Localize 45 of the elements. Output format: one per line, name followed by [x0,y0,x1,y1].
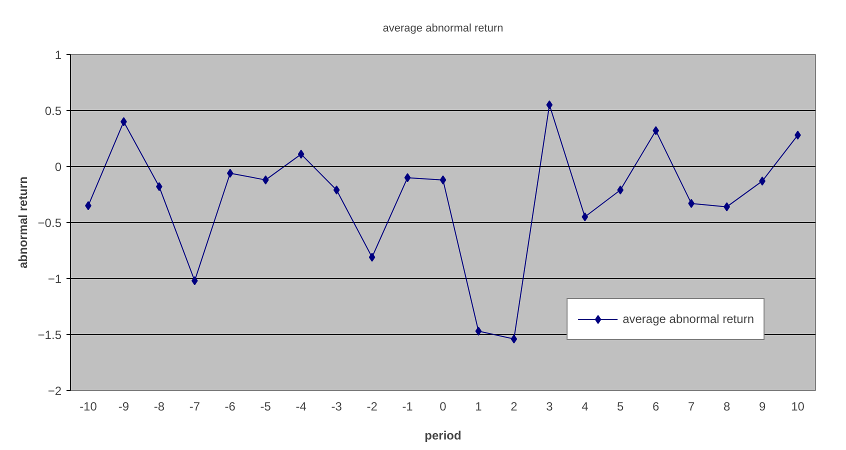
y-tick-label: −1 [48,272,62,286]
x-tick-label: -3 [331,400,342,414]
point [617,186,624,195]
point [475,326,482,336]
x-tick-label: -8 [154,400,165,414]
y-tick-label: 0.5 [44,104,62,118]
x-tick-label: -2 [366,400,378,414]
chart-title: average abnormal return [382,22,504,34]
x-tick-label: -1 [402,400,414,414]
y-tick-label: 0 [54,160,62,174]
y-tick-label: −2 [48,384,62,398]
x-tick-label: 7 [688,400,695,414]
x-tick-label: 5 [617,400,624,414]
x-tick-label: 3 [546,400,554,414]
x-tick-label: 1 [475,400,482,414]
point [652,126,660,136]
x-tick-label: 4 [582,400,589,414]
legend-label: average abnormal return [622,312,754,326]
y-tick-label: 1 [54,48,62,62]
x-tick-label: 8 [723,400,730,414]
x-axis-title: period [424,428,462,442]
point [262,175,269,184]
x-tick-label: -9 [118,400,130,414]
x-tick-label: -5 [260,400,272,414]
x-tick-label: -7 [189,400,200,414]
point [546,100,553,110]
point [404,173,411,182]
y-tick-label: −0.5 [38,216,62,230]
point [510,334,518,344]
x-tick-label: -4 [296,400,307,414]
x-tick-label: 9 [758,400,766,414]
x-tick-label: 6 [652,400,660,414]
x-tick-label: -6 [224,400,236,414]
y-axis-title: abnormal return [16,176,30,269]
point [440,175,446,184]
point [226,168,234,178]
y-tick-label: −1.5 [38,328,62,342]
point [582,212,588,222]
x-tick-label: 10 [791,400,805,414]
point [368,252,376,262]
x-tick-label: -10 [80,400,98,414]
x-tick-label: 2 [510,400,518,414]
point [298,150,304,159]
point [333,186,340,195]
x-tick-label: 0 [440,400,447,414]
